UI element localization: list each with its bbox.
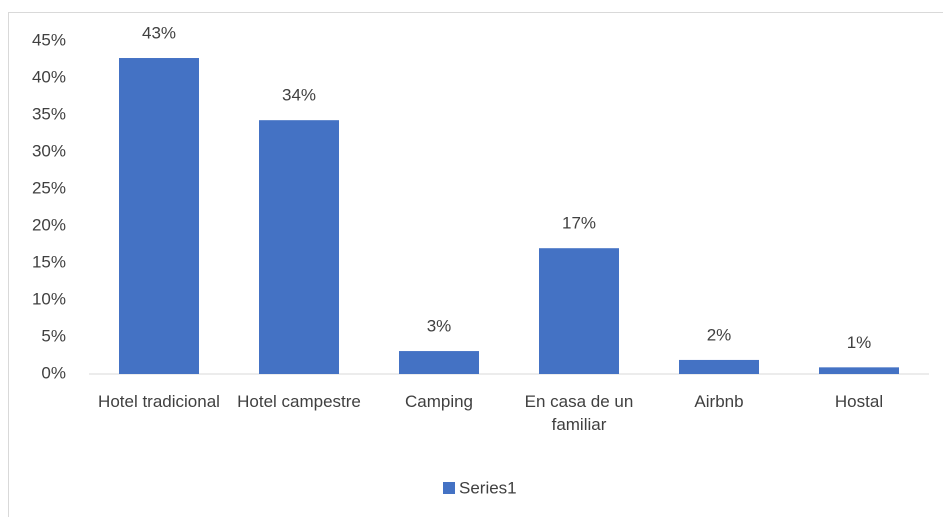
y-tick-label: 15%	[32, 252, 66, 271]
y-tick-label: 30%	[32, 141, 66, 160]
bar	[819, 367, 899, 374]
data-label: 17%	[562, 214, 596, 233]
y-tick-label: 20%	[32, 215, 66, 234]
bar	[539, 248, 619, 374]
y-tick-label: 0%	[41, 363, 66, 382]
bar	[399, 351, 479, 374]
bar	[119, 58, 199, 375]
y-tick-label: 10%	[32, 289, 66, 308]
x-tick-label: En casa de un familiar	[524, 392, 634, 434]
y-tick-label: 40%	[32, 67, 66, 86]
chart-frame	[8, 12, 943, 517]
y-tick-label: 35%	[32, 104, 66, 123]
y-tick-label: 25%	[32, 178, 66, 197]
y-tick-label: 45%	[32, 30, 66, 49]
bar	[259, 120, 339, 375]
x-tick-label: Hostal	[834, 392, 884, 411]
x-tick-label: Camping	[404, 392, 474, 411]
x-tick-label: Hotel campestre	[237, 392, 361, 411]
data-label: 1%	[847, 333, 872, 352]
data-label: 43%	[142, 24, 176, 43]
legend-label: Series1	[459, 478, 517, 497]
y-tick-label: 5%	[41, 326, 66, 345]
x-tick-label: Airbnb	[694, 392, 744, 411]
data-label: 34%	[282, 86, 316, 105]
data-label: 3%	[427, 317, 452, 336]
x-tick-label: Hotel tradicional	[98, 392, 220, 411]
legend-swatch	[443, 482, 455, 494]
bar	[679, 359, 759, 374]
data-label: 2%	[707, 325, 732, 344]
